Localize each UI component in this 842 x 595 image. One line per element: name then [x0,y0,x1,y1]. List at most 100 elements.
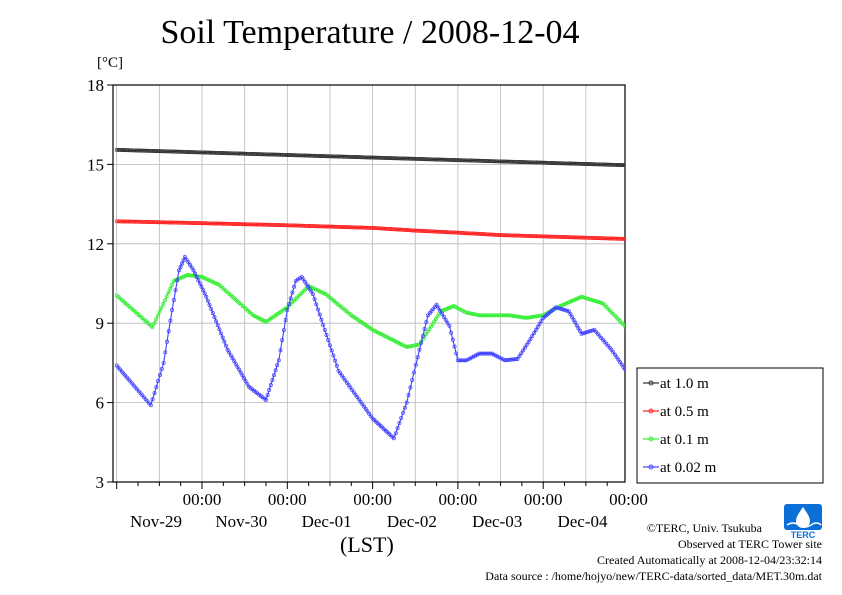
data-point [528,337,533,342]
data-point [399,415,404,420]
data-point [704,241,707,244]
legend-entry-label: at 0.5 m [660,404,709,420]
data-point [716,313,719,316]
data-point [688,166,691,169]
data-point [285,308,290,312]
data-point [757,325,760,328]
data-point [557,306,562,311]
data-point [265,393,270,397]
data-point [586,296,591,301]
data-point [803,298,806,301]
data-point [670,239,673,242]
data-point [458,307,463,312]
data-point [466,311,471,315]
data-point [646,238,649,241]
data-point [649,164,652,167]
data-point [758,323,761,326]
observed-site-text: Observed at TERC Tower site [677,537,822,551]
data-point [473,312,478,317]
data-point [173,288,178,293]
data-point [822,309,825,312]
data-point [175,278,180,283]
data-point [663,239,666,242]
data-point [627,373,630,376]
data-point [677,286,680,289]
data-point [406,344,411,349]
data-point [642,238,645,241]
data-point [471,312,476,317]
data-point [726,321,729,324]
data-point [152,321,157,326]
data-point [273,368,278,373]
data-point [753,330,756,333]
data-point [316,307,320,312]
data-point [745,337,748,340]
x-tick-time-label: 00:00 [353,490,392,509]
data-point [641,330,644,333]
data-point [264,398,268,402]
data-point [646,164,649,167]
x-tick-date-label: Nov-29 [130,512,182,531]
data-point [233,361,238,366]
data-point [630,164,633,167]
created-timestamp-text: Created Automatically at 2008-12-04/23:3… [597,553,822,567]
data-point [651,314,654,317]
data-point [198,274,203,279]
x-tick-time-label: 00:00 [524,490,563,509]
data-point [165,339,169,344]
data-point [702,241,705,244]
data-point [611,350,616,355]
x-tick-time-label: 00:00 [609,490,648,509]
data-point [706,304,709,307]
data-point [705,166,708,169]
data-point [801,271,804,274]
data-point [670,322,673,325]
data-point [197,281,202,286]
data-point [813,292,816,295]
data-point [647,238,650,241]
data-point [714,311,717,314]
data-point [237,367,242,372]
data-point [831,328,834,331]
data-point [590,328,595,333]
data-point [213,281,218,286]
data-point [623,163,625,168]
data-point [780,290,783,293]
data-point [329,348,334,353]
data-point [661,239,664,242]
data-point [671,165,674,168]
data-point [655,308,658,311]
data-point [796,293,799,296]
data-point [452,344,457,349]
data-point [701,278,704,281]
data-point [166,329,171,334]
data-point [624,371,625,373]
data-point [633,330,636,333]
data-point [178,265,183,269]
data-point [741,334,744,337]
data-point [331,353,336,358]
data-point [491,352,496,357]
data-point [659,165,662,168]
data-point [635,164,638,167]
data-point [417,347,422,352]
data-point [154,385,159,390]
data-point [313,287,318,292]
data-point [748,337,751,340]
data-point [634,238,637,241]
data-point [219,331,223,336]
data-point [522,345,527,350]
data-point [170,282,175,287]
data-point [666,239,669,242]
legend-entry-label: at 0.02 m [660,460,717,476]
data-point [824,313,827,316]
data-point [621,163,625,168]
data-point [690,166,693,169]
data-point [679,287,682,290]
data-point [217,327,222,332]
data-point [787,291,790,294]
data-point [588,329,593,333]
data-point [635,331,638,334]
x-tick-date-label: Dec-01 [302,512,352,531]
data-point [829,324,832,327]
